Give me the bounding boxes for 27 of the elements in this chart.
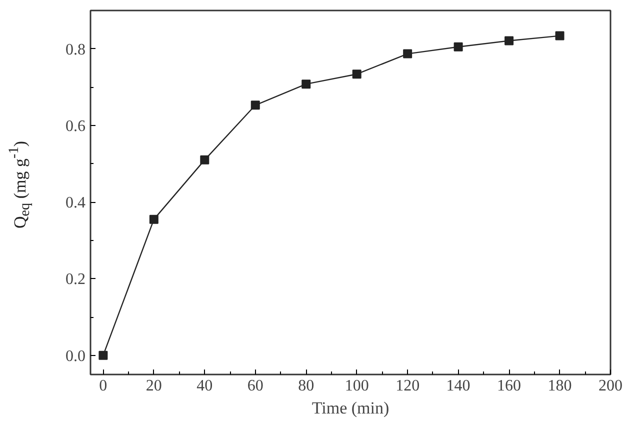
y-tick-label: 0.2 <box>66 271 86 288</box>
x-tick-label: 100 <box>344 378 369 394</box>
x-tick-label: 120 <box>396 378 420 394</box>
y-tick-label: 0.6 <box>66 118 86 135</box>
point <box>504 36 514 46</box>
point <box>149 214 158 224</box>
point <box>302 80 311 89</box>
x-tick-label: 180 <box>548 378 572 394</box>
x-tick-label: 60 <box>247 378 264 394</box>
point <box>98 350 108 360</box>
y-tick-label: 0.4 <box>66 194 86 212</box>
x-tick-label: 200 <box>598 378 622 394</box>
y-tick-label: 0.0 <box>66 348 86 365</box>
x-tick-label: 140 <box>446 378 470 394</box>
x-tick-label: 20 <box>146 378 162 394</box>
x-tick-label: 40 <box>196 378 213 394</box>
x-tick-label: 160 <box>497 378 522 394</box>
point <box>352 70 362 79</box>
x-tick-label: 0 <box>99 378 108 394</box>
point <box>555 31 564 40</box>
x-axis-title: Time (min) <box>312 398 390 418</box>
point <box>403 49 412 58</box>
y-tick-label: 0.8 <box>66 41 86 58</box>
point <box>454 42 463 52</box>
x-tick-label: 80 <box>298 378 314 394</box>
point <box>250 100 260 110</box>
point <box>200 155 210 164</box>
